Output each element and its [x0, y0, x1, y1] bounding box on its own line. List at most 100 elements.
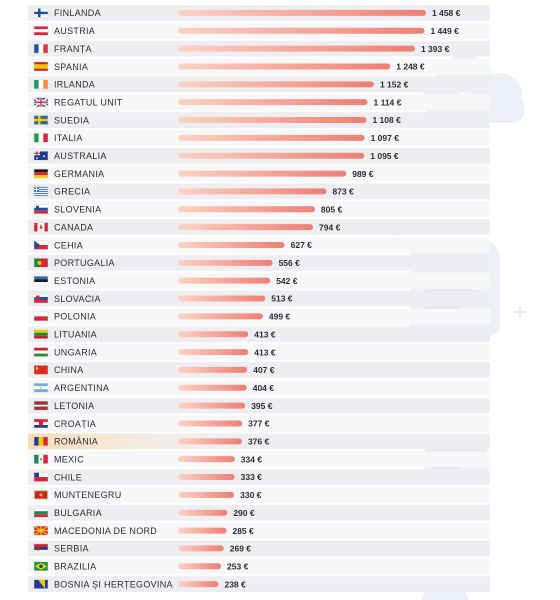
bar-row: FINLANDA 1 458 € [28, 5, 490, 21]
category-label: POLONIA [54, 312, 96, 322]
category-label: ARGENTINA [54, 383, 109, 393]
value-label: 413 € [254, 329, 276, 339]
bar [178, 509, 228, 516]
flag-portugal-icon [33, 258, 49, 268]
flag-croatia-icon [33, 418, 49, 429]
bar [178, 384, 247, 391]
bar-row: MEXIC 334 € [28, 451, 490, 468]
flag-poland-icon [33, 311, 49, 322]
value-label: 1 114 € [373, 97, 401, 107]
bar-row: SERBIA 269 € [28, 540, 490, 557]
flag-romania-icon [33, 436, 49, 447]
bar-row: ARGENTINA 404 € [28, 379, 490, 396]
value-label: 290 € [233, 508, 255, 518]
bar-row: BOSNIA ȘI HERȚEGOVINA 238 € [28, 576, 490, 593]
value-label: 285 € [232, 526, 254, 536]
category-label: UNGARIA [54, 347, 97, 357]
bar [178, 295, 266, 302]
bar [178, 277, 271, 284]
category-label: MACEDONIA DE NORD [54, 526, 157, 536]
flag-austria-icon [33, 26, 49, 36]
bar-row: IRLANDA 1 152 € [28, 76, 490, 93]
value-label: 1 449 € [430, 26, 459, 36]
bar [178, 259, 273, 266]
bar-row: BRAZILIA 253 € [28, 558, 490, 575]
bar-row: CANADA 794 € [28, 219, 490, 236]
bar-row: MUNTENEGRU 330 € [28, 486, 490, 503]
bar [178, 99, 368, 106]
bar [178, 331, 249, 338]
flag-slovakia-icon [33, 293, 49, 304]
value-label: 253 € [227, 561, 249, 571]
category-label: CHINA [54, 365, 84, 375]
bar-row: SLOVENIA 805 € [28, 201, 490, 218]
flag-sweden-icon [33, 115, 49, 125]
bar [178, 349, 249, 356]
flag-canada-icon [33, 222, 49, 232]
value-label: 1 095 € [370, 151, 399, 161]
bar [178, 224, 314, 231]
category-label: FRANȚA [54, 44, 92, 54]
bar-row: PORTUGALIA 556 € [28, 254, 490, 271]
flag-bosnia-herzegovina-icon [33, 579, 49, 589]
category-label: AUSTRIA [54, 26, 95, 36]
row-background [28, 540, 490, 557]
value-label: 238 € [224, 579, 246, 589]
flag-argentina-icon [33, 383, 49, 393]
category-label: SPANIA [54, 62, 88, 72]
bar [178, 170, 347, 177]
flag-brazil-icon [33, 561, 49, 572]
flag-china-icon [33, 365, 49, 375]
bar [178, 45, 415, 52]
flag-slovenia-icon [33, 204, 49, 215]
bar-row: LETONIA 395 € [28, 397, 490, 414]
bar [178, 134, 365, 141]
flag-lithuania-icon [33, 329, 49, 339]
category-label: SUEDIA [54, 115, 89, 125]
category-label: LITUANIA [54, 330, 97, 340]
category-label: MEXIC [54, 454, 84, 464]
value-label: 1 097 € [371, 133, 400, 143]
value-label: 1 248 € [396, 62, 425, 72]
value-label: 499 € [269, 312, 291, 322]
flag-greece-icon [33, 186, 49, 197]
value-label: 1 152 € [380, 80, 409, 90]
row-background [28, 558, 490, 575]
category-label: BRAZILIA [54, 562, 96, 572]
bar-row: LITUANIA 413 € [28, 326, 490, 343]
category-label: GRECIA [54, 187, 90, 197]
value-label: 805 € [321, 204, 343, 214]
row-background [28, 451, 490, 468]
value-label: 377 € [248, 419, 270, 429]
bar-row: AUSTRIA 1 449 € [28, 22, 490, 39]
bar-row: GRECIA 873 € [28, 183, 490, 200]
value-label: 513 € [271, 294, 293, 304]
row-background [28, 362, 490, 378]
category-label: ROMÂNIA [54, 437, 98, 447]
bar [178, 206, 315, 213]
flag-latvia-icon [33, 400, 49, 411]
category-label: SLOVACIA [54, 294, 101, 304]
bar [178, 152, 365, 159]
flag-finland-icon [33, 8, 49, 18]
bar-row: AUSTRALIA 1 095 € [28, 147, 490, 164]
bar-row: REGATUL UNIT 1 114 € [28, 94, 490, 111]
category-label: BOSNIA ȘI HERȚEGOVINA [54, 579, 173, 589]
value-label: 407 € [253, 365, 275, 375]
value-label: 989 € [352, 169, 374, 179]
bar [178, 563, 222, 570]
bar [178, 9, 426, 16]
flag-serbia-icon [33, 543, 49, 554]
flag-bulgaria-icon [33, 507, 49, 518]
category-label: CROAȚIA [54, 419, 96, 429]
value-label: 376 € [248, 437, 270, 447]
bar-row: GERMANIA 989 € [28, 165, 490, 182]
bar-row: ITALIA 1 097 € [28, 129, 490, 146]
flag-ireland-icon [33, 79, 49, 90]
flag-italy-icon [33, 133, 49, 143]
category-label: IRLANDA [54, 80, 95, 90]
bar [178, 27, 425, 34]
row-background [28, 469, 490, 485]
row-background [28, 504, 490, 521]
